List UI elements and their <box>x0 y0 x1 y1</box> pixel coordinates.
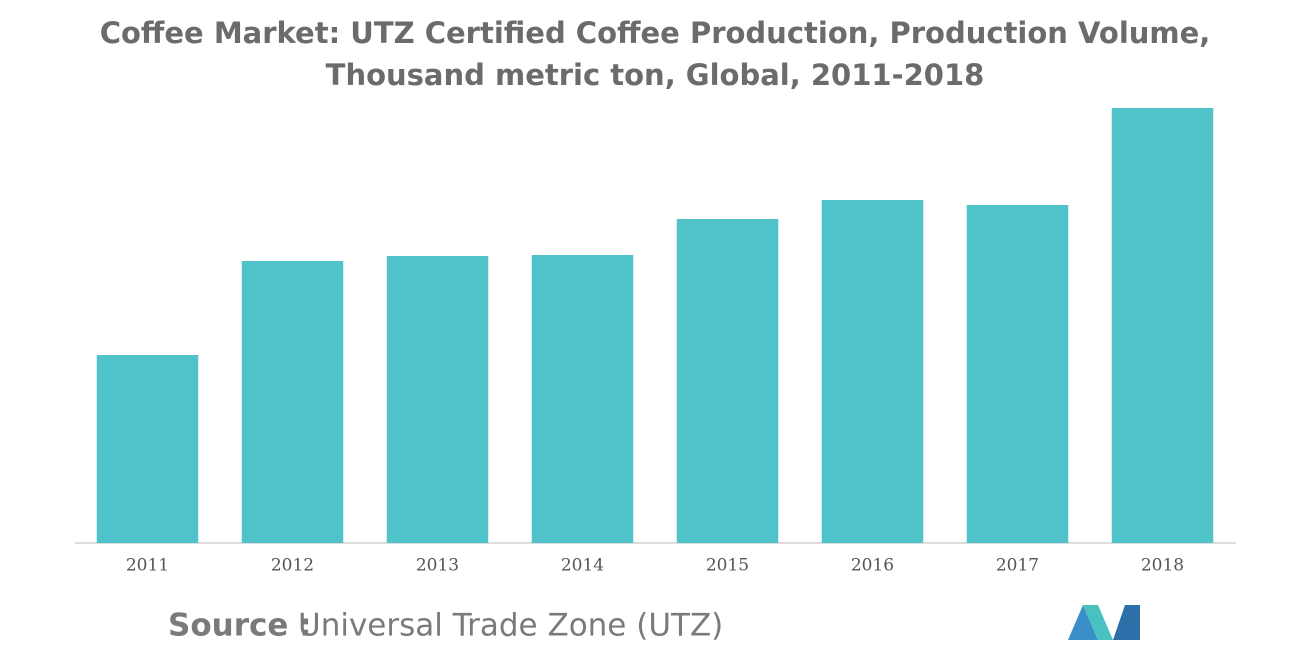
source: Universal Trade Zone (UTZ) <box>298 608 723 644</box>
x-tick-label: 2015 <box>706 556 749 576</box>
source-label: Source : <box>168 608 312 644</box>
x-tick-label: 2011 <box>126 556 169 576</box>
bar <box>1111 108 1214 543</box>
x-tick-label: 2016 <box>851 556 894 576</box>
logo <box>1068 605 1140 640</box>
bar <box>386 256 489 543</box>
x-tick-label: 2014 <box>561 556 604 576</box>
bar <box>676 219 779 543</box>
x-tick-label: 2012 <box>271 556 314 576</box>
bar <box>531 255 634 543</box>
chart-title: Coffee Market: UTZ Certified Coffee Prod… <box>99 16 1211 92</box>
x-tick-label: 2013 <box>416 556 459 576</box>
bar <box>96 355 199 543</box>
x-tick-label: 2017 <box>996 556 1039 576</box>
bar <box>821 200 924 543</box>
bar <box>241 261 344 543</box>
bar <box>966 205 1069 543</box>
x-tick-label: 2018 <box>1141 556 1184 576</box>
